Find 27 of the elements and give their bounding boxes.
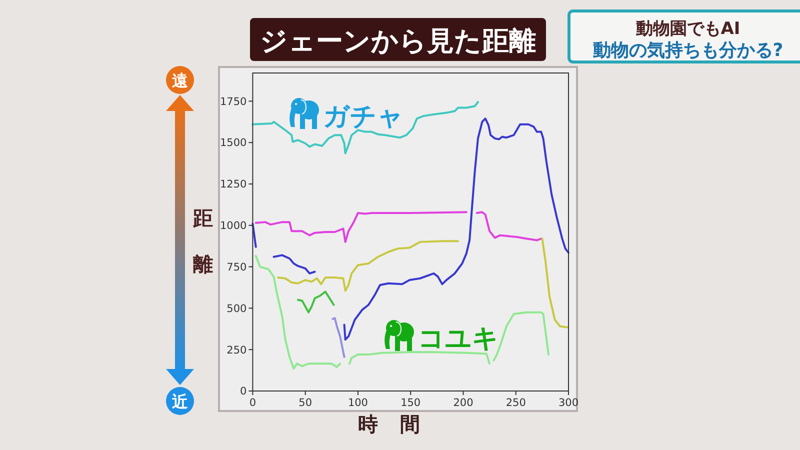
y-tick-label: 1000 <box>220 220 247 232</box>
y-tick-label: 1250 <box>220 178 247 191</box>
line-series <box>296 290 335 314</box>
x-tick-label: 200 <box>453 397 474 409</box>
series-label: コユキ <box>418 324 499 354</box>
text: 動物園でもAI <box>634 19 740 39</box>
y-axis-title: 距離 <box>192 206 213 276</box>
y-tick-label: 0 <box>240 386 247 398</box>
y-tick-label: 500 <box>226 302 247 315</box>
line-series <box>332 317 346 358</box>
text: 遠 <box>171 71 188 90</box>
text: 動物の気持ちも分かる? <box>592 40 784 61</box>
x-tick-label: 150 <box>400 397 421 409</box>
x-tick-label: 300 <box>558 397 579 409</box>
x-tick-label: 100 <box>348 397 368 409</box>
x-axis-title: 時間 <box>358 412 442 436</box>
x-tick-label: 0 <box>249 397 256 409</box>
y-tick-label: 1750 <box>220 96 247 108</box>
x-tick-label: 50 <box>298 397 312 409</box>
x-tick-label: 250 <box>506 397 526 409</box>
y-tick-label: 250 <box>226 344 247 356</box>
y-tick-label: 1500 <box>220 137 247 150</box>
chart-title: ジェーンから見た距離 <box>260 26 536 57</box>
line-series <box>252 100 479 154</box>
y-tick-label: 750 <box>226 261 247 274</box>
series-label: ガチャ <box>323 102 404 132</box>
text: 近 <box>171 392 189 411</box>
